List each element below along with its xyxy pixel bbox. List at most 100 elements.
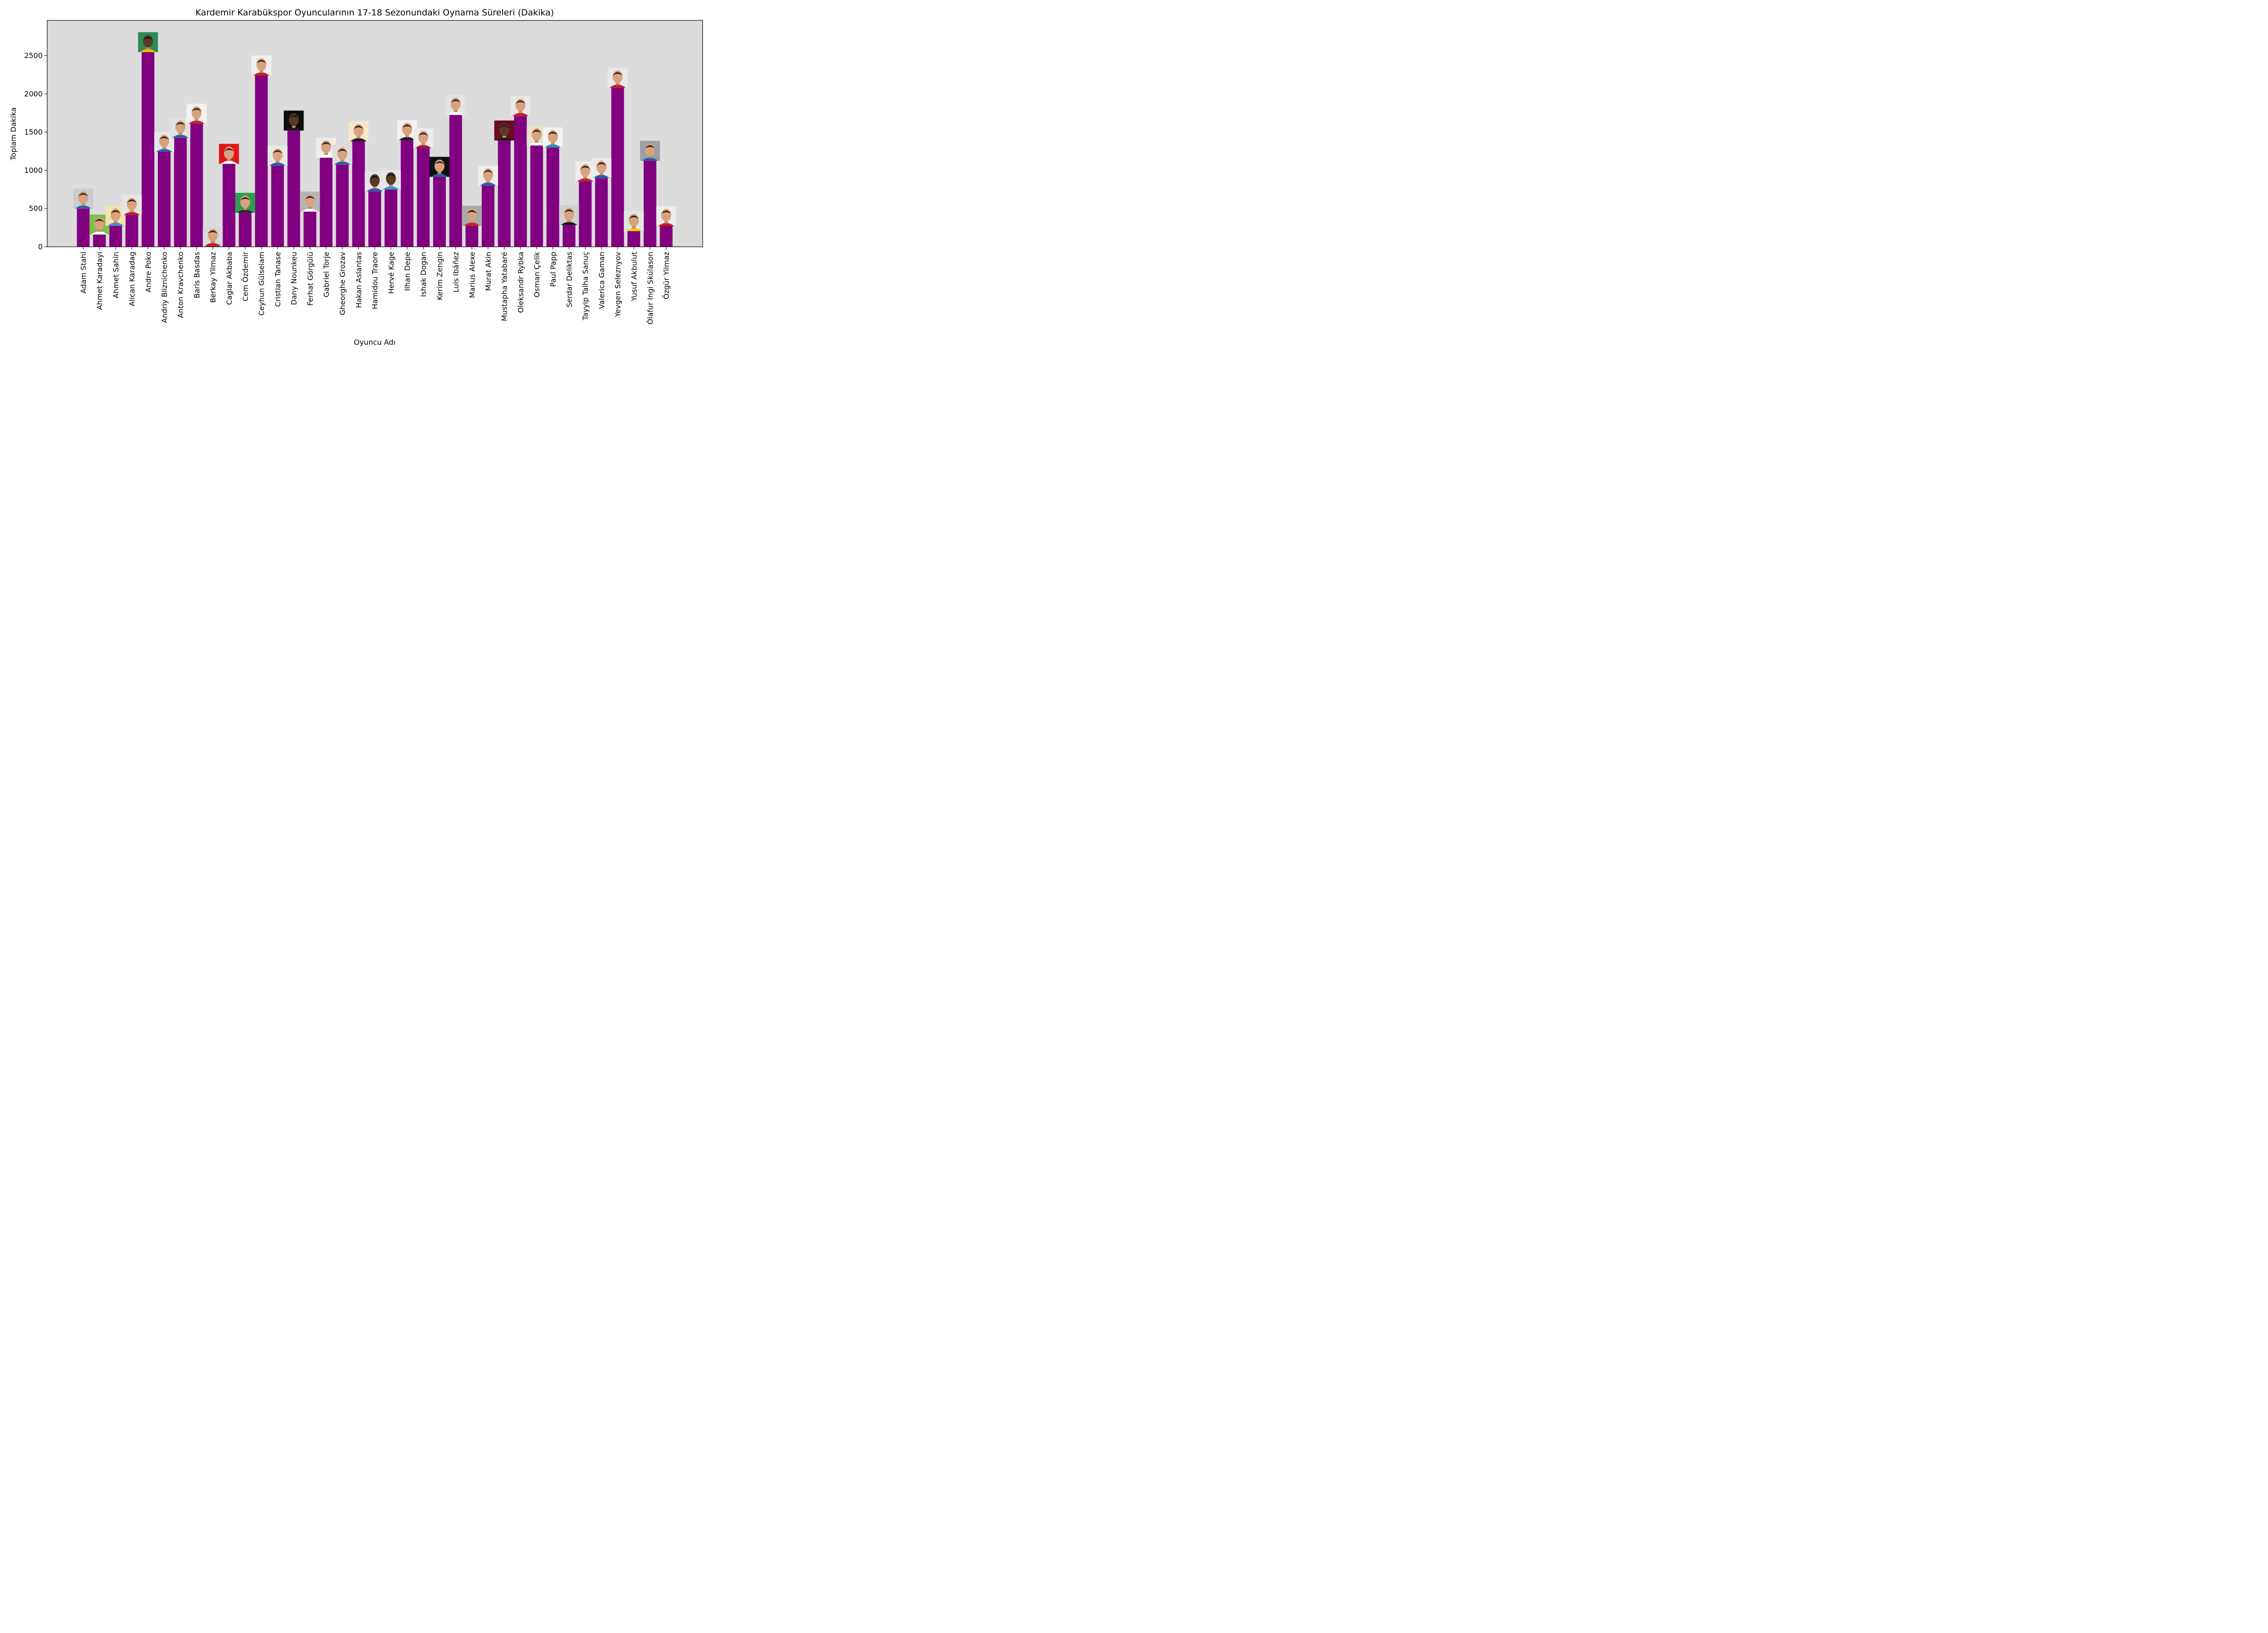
player-hair (78, 193, 88, 196)
player-jersey (431, 173, 448, 177)
player-hair (256, 59, 267, 64)
player-jersey (285, 127, 302, 131)
bar (482, 186, 494, 247)
bar (158, 152, 171, 247)
x-tick-label: Hervé Kage (387, 252, 396, 294)
player-hair (208, 230, 218, 234)
player-hair (629, 215, 639, 219)
player-photo (478, 166, 498, 186)
player-photo (73, 188, 93, 209)
player-photo (219, 144, 239, 164)
x-tick-label: Ahmet Sahin (112, 252, 120, 298)
player-hair (402, 124, 412, 128)
y-tick-label: 2500 (24, 51, 43, 60)
bar (417, 148, 430, 247)
player-photo (559, 205, 579, 225)
x-tick-label: Paul Papp (549, 252, 557, 287)
player-photo (332, 144, 352, 165)
player-hair (94, 219, 105, 223)
x-tick-label: Kerim Zengin (435, 252, 444, 300)
x-tick-label: Gabriel Torje (322, 252, 331, 297)
player-photo (445, 95, 466, 115)
player-jersey (447, 112, 464, 115)
player-photo (186, 103, 207, 124)
player-jersey (528, 142, 545, 146)
bar (190, 123, 203, 247)
bar (579, 181, 592, 247)
player-hair (564, 209, 574, 213)
player-hair (596, 162, 606, 166)
player-jersey (561, 221, 577, 225)
player-jersey (318, 154, 334, 158)
player-jersey (172, 134, 189, 138)
player-photo (494, 120, 514, 141)
player-jersey (464, 222, 480, 226)
x-tick-label: Caglar Akbaba (225, 252, 234, 305)
x-tick-label: Ishak Dogan (419, 252, 428, 297)
player-photo (284, 110, 304, 131)
x-tick-label: Andriy Bliznichenko (160, 252, 169, 323)
x-tick-label: Alican Karadag (128, 252, 137, 306)
bar (449, 115, 462, 247)
x-tick-label: Osman Çelik (533, 251, 541, 297)
x-tick-label: Adam Stahl (79, 252, 88, 293)
player-hair (224, 148, 234, 152)
x-tick-label: Ceyhun Gülselam (257, 252, 266, 316)
x-tick-label: Gheorghe Grozav (338, 252, 347, 315)
bar (465, 225, 479, 247)
player-hair (661, 210, 671, 214)
player-jersey (480, 182, 496, 186)
x-tick-label: Hakan Aslantas (354, 252, 363, 308)
bar (336, 164, 349, 247)
x-tick-label: Luis Ibáñez (452, 252, 460, 293)
bar (530, 145, 543, 247)
player-hair (532, 130, 542, 133)
x-tick-label: Oleksandr Rybka (516, 252, 525, 313)
player-photo (591, 158, 611, 178)
x-tick-label: Baris Basdas (192, 252, 201, 298)
player-photo (429, 156, 450, 177)
player-photos-layer (73, 32, 676, 246)
y-tick-label: 2000 (24, 89, 43, 98)
player-photo (348, 121, 369, 142)
x-tick-label: Berkay Yilmaz (209, 252, 217, 303)
player-photo (251, 55, 272, 76)
player-photo (624, 211, 644, 231)
chart-title: Kardemir Karabükspor Oyuncularının 17-18… (196, 8, 554, 18)
player-jersey (609, 84, 626, 88)
y-tick-label: 1000 (24, 166, 43, 175)
bar (125, 215, 138, 247)
x-tick-label: Yusuf Akbulut (630, 252, 638, 302)
player-photo (381, 169, 401, 190)
bar (401, 140, 414, 247)
player-jersey (367, 188, 383, 191)
y-axis-label: Toplam Dakika (9, 108, 18, 161)
player-hair (305, 196, 315, 200)
player-jersey (188, 120, 205, 124)
player-photo (640, 141, 660, 161)
player-hair (547, 132, 558, 135)
player-jersey (399, 137, 415, 140)
x-tick-label: Dany Nounkeu (290, 252, 298, 305)
player-jersey (496, 137, 513, 141)
x-tick-label: Serdar Deliktas (565, 252, 574, 308)
bar (222, 164, 235, 247)
player-hair (434, 161, 445, 165)
bar (433, 176, 446, 247)
player-photo (267, 146, 288, 166)
player-jersey (382, 186, 399, 190)
player-hair (483, 170, 493, 174)
bar (303, 211, 317, 247)
bar (206, 246, 220, 247)
player-photo (122, 195, 142, 215)
bar (93, 235, 106, 247)
bar (562, 225, 576, 247)
player-photo (510, 96, 531, 116)
y-axis: 0 500 1000 1500 2000 2500 (24, 51, 47, 251)
bar (239, 212, 252, 247)
bar (498, 140, 511, 247)
bar (77, 208, 90, 247)
player-jersey (220, 161, 237, 164)
player-photo (413, 128, 434, 148)
player-jersey (642, 157, 658, 161)
